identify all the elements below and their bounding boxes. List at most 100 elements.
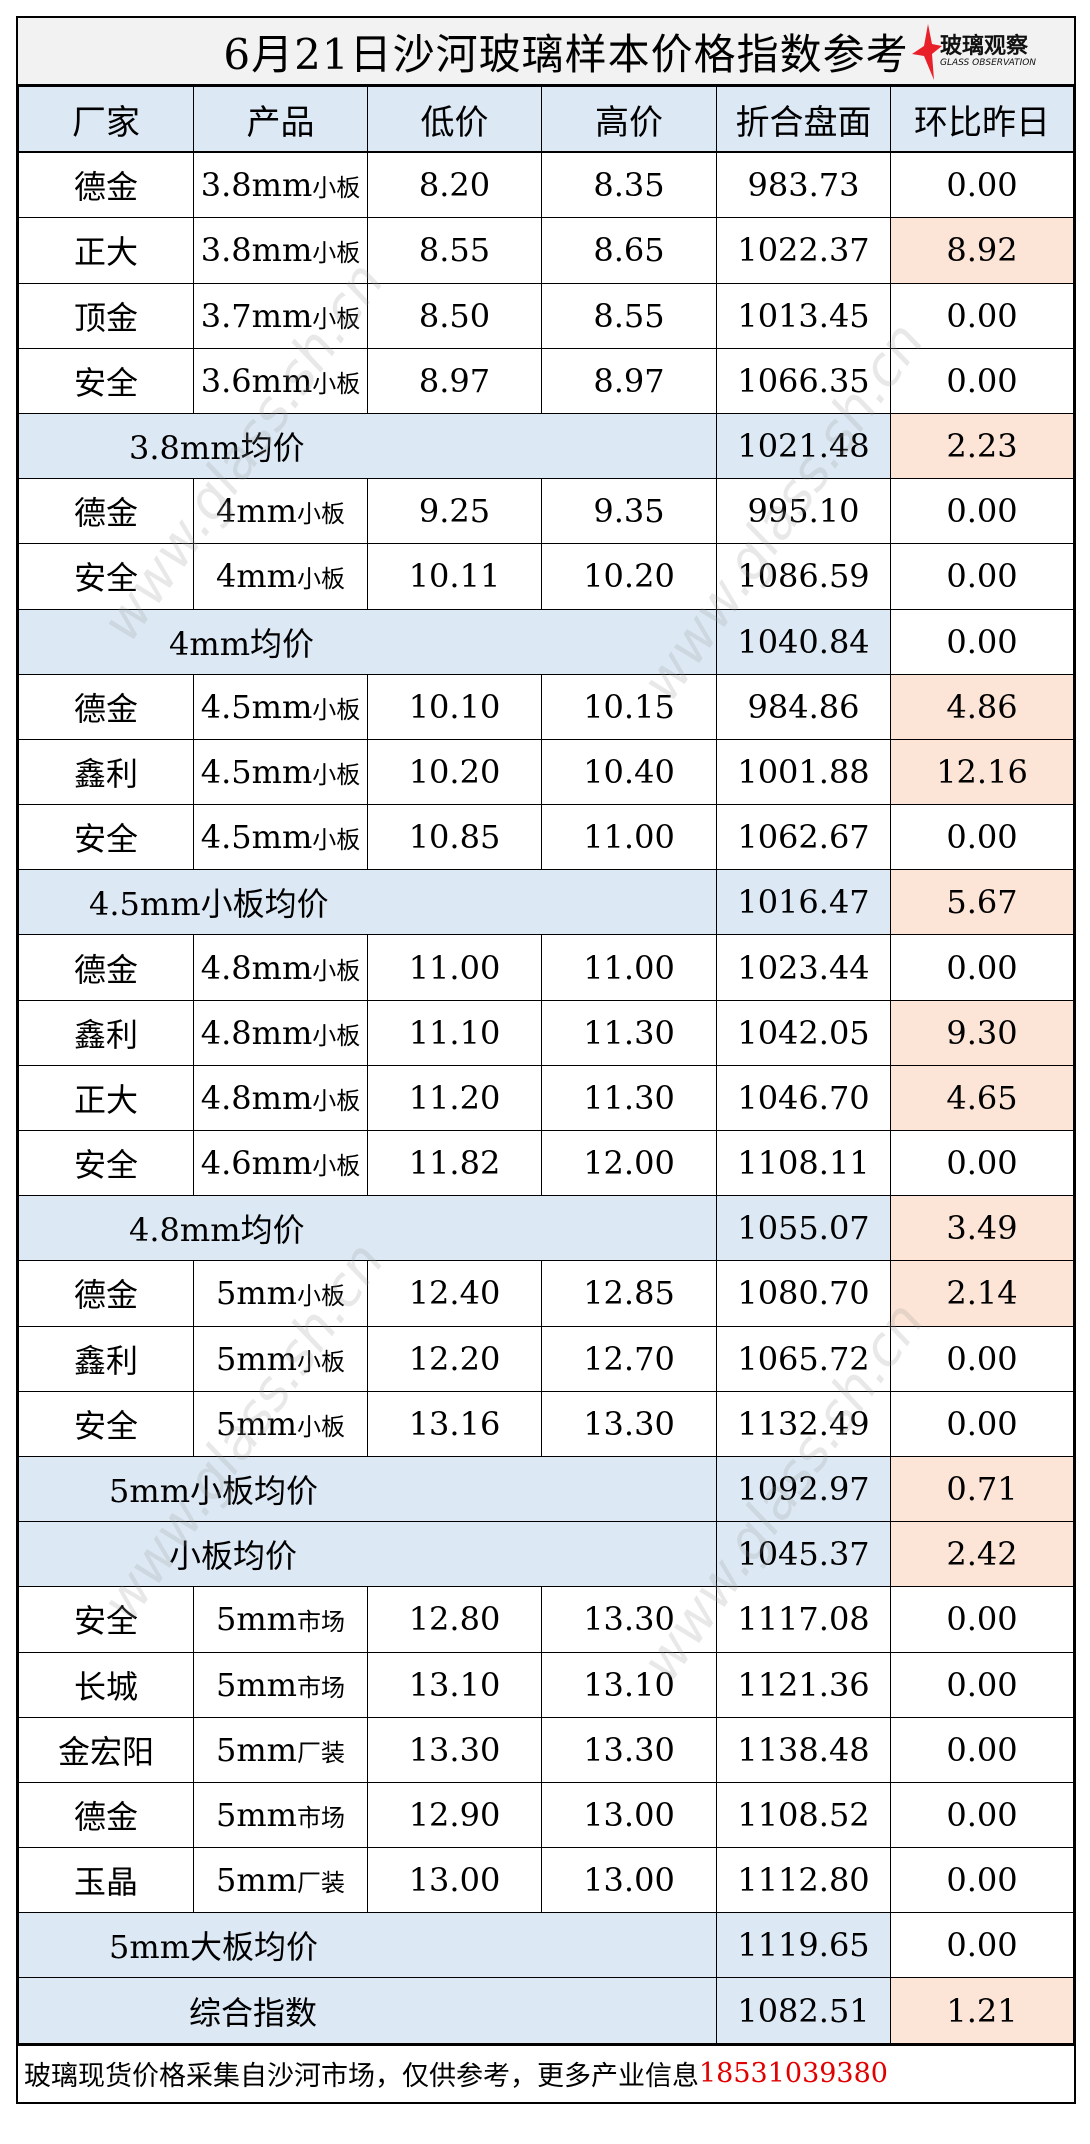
table-row: 鑫利 4.8mm小板 11.10 11.30 1042.05 9.30 — [18, 999, 1074, 1066]
maker-cell: 德金 — [18, 1781, 194, 1849]
product-kind: 小板 — [312, 695, 361, 724]
maker-cell: 长城 — [18, 1651, 194, 1718]
average-row: 4.8mm均价 1055.07 3.49 — [18, 1195, 1074, 1262]
average-label: 4.8mm均价 — [18, 1195, 717, 1262]
product-cell: 4.6mm小板 — [193, 1129, 368, 1197]
product-spec: 4.8mm — [200, 1078, 313, 1117]
col-header-product: 产品 — [193, 86, 368, 154]
price-table: 厂家 产品 低价 高价 折合盘面 环比昨日 德金 3.8mm小板 8.20 8.35 9… — [18, 86, 1074, 2044]
maker-cell: 安全 — [18, 1390, 194, 1457]
low-price-cell: 10.20 — [367, 738, 542, 806]
table-row: 德金 4mm小板 9.25 9.35 995.10 0.00 — [18, 478, 1074, 545]
product-cell: 3.8mm小板 — [193, 151, 368, 219]
maker-cell: 德金 — [18, 934, 194, 1001]
high-price-cell: 13.10 — [541, 1651, 717, 1718]
product-kind: 小板 — [297, 1282, 346, 1311]
index-cell: 1086.59 — [716, 543, 891, 610]
product-kind: 小板 — [312, 760, 361, 789]
table-row: 正大 4.8mm小板 11.20 11.30 1046.70 4.65 — [18, 1064, 1074, 1132]
average-label: 3.8mm均价 — [18, 412, 717, 480]
high-price-cell: 11.30 — [541, 1064, 717, 1132]
index-cell: 984.86 — [716, 673, 891, 740]
product-spec: 4.8mm — [200, 1013, 313, 1052]
glass-observation-logo: 玻璃观察 GLASS OBSERVATION — [912, 24, 1062, 80]
index-cell: 1108.52 — [716, 1781, 891, 1849]
logo-cn: 玻璃观察 — [940, 34, 1029, 59]
change-cell: 0.00 — [890, 1847, 1074, 1914]
high-price-cell: 9.35 — [541, 478, 717, 545]
index-cell: 1066.35 — [716, 347, 891, 414]
maker-cell: 德金 — [18, 1260, 194, 1327]
product-kind: 小板 — [312, 1021, 361, 1050]
change-cell: 2.14 — [890, 1260, 1074, 1327]
table-row: 安全 4.6mm小板 11.82 12.00 1108.11 0.00 — [18, 1129, 1074, 1197]
high-price-cell: 13.00 — [541, 1781, 717, 1849]
product-kind: 小板 — [312, 1152, 361, 1181]
maker-cell: 德金 — [18, 478, 194, 545]
product-spec: 5mm — [215, 1274, 298, 1313]
high-price-cell: 13.30 — [541, 1390, 717, 1457]
index-cell: 1046.70 — [716, 1064, 891, 1132]
product-spec: 5mm — [215, 1339, 298, 1378]
product-kind: 小板 — [312, 174, 361, 203]
high-price-cell: 8.65 — [541, 217, 717, 284]
table-row: 顶金 3.7mm小板 8.50 8.55 1013.45 0.00 — [18, 282, 1074, 349]
title-bar: 6月21日沙河玻璃样本价格指数参考 玻璃观察 GLASS OBSERVATION — [18, 18, 1074, 86]
product-cell: 3.8mm小板 — [193, 217, 368, 284]
index-cell: 1013.45 — [716, 282, 891, 349]
index-cell: 1119.65 — [716, 1912, 891, 1979]
change-cell: 0.00 — [890, 1716, 1074, 1783]
change-cell: 5.67 — [890, 869, 1074, 936]
product-kind: 小板 — [312, 1086, 361, 1115]
index-cell: 1108.11 — [716, 1129, 891, 1197]
product-cell: 5mm厂装 — [193, 1716, 368, 1783]
col-header-high: 高价 — [541, 86, 717, 154]
product-cell: 5mm小板 — [193, 1260, 368, 1327]
index-cell: 1021.48 — [716, 412, 891, 480]
product-kind: 小板 — [312, 239, 361, 268]
table-row: 安全 3.6mm小板 8.97 8.97 1066.35 0.00 — [18, 347, 1074, 414]
maker-cell: 顶金 — [18, 282, 194, 349]
index-cell: 1112.80 — [716, 1847, 891, 1914]
index-cell: 1132.49 — [716, 1390, 891, 1457]
product-cell: 4mm小板 — [193, 543, 368, 610]
low-price-cell: 11.00 — [367, 934, 542, 1001]
product-spec: 3.8mm — [200, 166, 313, 205]
product-cell: 5mm小板 — [193, 1390, 368, 1457]
change-cell: 0.00 — [890, 1325, 1074, 1392]
change-cell: 8.92 — [890, 217, 1074, 284]
product-cell: 5mm市场 — [193, 1651, 368, 1718]
product-spec: 5mm — [215, 1665, 298, 1704]
high-price-cell: 10.20 — [541, 543, 717, 610]
index-cell: 995.10 — [716, 478, 891, 545]
change-cell: 12.16 — [890, 738, 1074, 806]
change-cell: 0.00 — [890, 934, 1074, 1001]
maker-cell: 安全 — [18, 1586, 194, 1653]
col-header-maker: 厂家 — [18, 86, 194, 154]
low-price-cell: 11.20 — [367, 1064, 542, 1132]
low-price-cell: 8.55 — [367, 217, 542, 284]
table-header: 厂家 产品 低价 高价 折合盘面 环比昨日 — [18, 86, 1074, 154]
change-cell: 0.00 — [890, 1781, 1074, 1849]
product-kind: 小板 — [297, 1347, 346, 1376]
change-cell: 0.00 — [890, 151, 1074, 219]
low-price-cell: 13.00 — [367, 1847, 542, 1914]
high-price-cell: 10.40 — [541, 738, 717, 806]
change-cell: 2.42 — [890, 1521, 1074, 1588]
product-spec: 4mm — [215, 557, 298, 596]
index-cell: 1062.67 — [716, 804, 891, 871]
index-cell: 1121.36 — [716, 1651, 891, 1718]
change-cell: 0.00 — [890, 1129, 1074, 1197]
average-label: 4.5mm小板均价 — [18, 869, 717, 936]
index-cell: 1040.84 — [716, 608, 891, 675]
change-cell: 0.71 — [890, 1455, 1074, 1523]
product-cell: 4.5mm小板 — [193, 804, 368, 871]
high-price-cell: 12.70 — [541, 1325, 717, 1392]
high-price-cell: 11.00 — [541, 804, 717, 871]
product-spec: 3.7mm — [200, 296, 313, 335]
table-row: 德金 5mm小板 12.40 12.85 1080.70 2.14 — [18, 1260, 1074, 1327]
table-row: 长城 5mm市场 13.10 13.10 1121.36 0.00 — [18, 1651, 1074, 1718]
index-cell: 1022.37 — [716, 217, 891, 284]
table-row: 安全 5mm市场 12.80 13.30 1117.08 0.00 — [18, 1586, 1074, 1653]
index-cell: 1138.48 — [716, 1716, 891, 1783]
